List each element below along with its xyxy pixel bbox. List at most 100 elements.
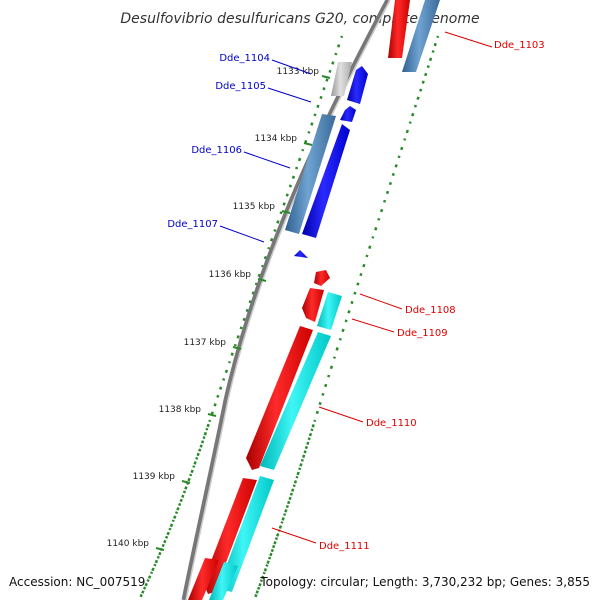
tick-label: 1139 kbp — [133, 472, 176, 482]
gc-mark — [142, 586, 147, 590]
gc-mark — [329, 365, 334, 370]
gc-mark — [245, 308, 249, 313]
gene-label-dde-1109[interactable]: Dde_1109 — [397, 328, 448, 339]
gc-mark — [298, 467, 302, 471]
gene-bar-1104-pseudo[interactable] — [331, 62, 352, 96]
gene-bar-1107-cds[interactable] — [294, 250, 308, 258]
gc-mark — [146, 578, 150, 583]
gene-bar-bottom-cds[interactable] — [188, 558, 219, 600]
gc-mark — [289, 492, 293, 496]
gene-bar-1103-cds[interactable] — [388, 0, 410, 58]
gc-mark — [205, 427, 209, 431]
gene-bar-1105-cds[interactable] — [340, 106, 356, 122]
gc-mark — [273, 229, 277, 232]
topology-text: Topology: circular; Length: 3,730,232 bp… — [259, 575, 590, 589]
gc-mark — [254, 593, 258, 598]
gc-mark — [377, 217, 381, 221]
gene-bar-bottom-rna[interactable] — [209, 562, 238, 600]
gene-labels: Dde_1103 Dde_1104 Dde_1105 Dde_1106 Dde_1107… — [167, 31, 545, 552]
tick-mark — [281, 210, 291, 214]
gc-mark — [192, 465, 196, 468]
gc-mark — [166, 531, 170, 536]
gene-label-dde-1108[interactable]: Dde_1108 — [405, 305, 456, 316]
gc-mark — [161, 543, 165, 548]
tick-mark — [232, 346, 242, 350]
gc-mark — [307, 437, 311, 441]
gene-bar-1109-cds[interactable] — [302, 288, 324, 322]
gene-label-dde-1105[interactable]: Dde_1105 — [215, 81, 266, 92]
gc-mark — [213, 403, 217, 407]
tick-mark — [155, 547, 165, 551]
gc-mark — [431, 50, 435, 53]
gc-mark — [353, 291, 357, 295]
gc-mark — [195, 456, 199, 460]
gene-bar-1106-rna[interactable] — [285, 114, 336, 234]
tick-label: 1137 kbp — [184, 338, 227, 348]
gc-mark — [306, 441, 310, 445]
accession-text: Accession: NC_007519 — [9, 575, 145, 589]
gc-mark — [158, 551, 162, 556]
gc-mark — [334, 52, 338, 56]
gc-mark — [181, 494, 185, 498]
gene-bar-1109-rna[interactable] — [317, 292, 342, 330]
gc-mark — [178, 502, 182, 507]
gene-label-dde-1106[interactable]: Dde_1106 — [191, 145, 242, 156]
gc-mark — [189, 473, 193, 477]
gene-label-dde-1103[interactable]: Dde_1103 — [494, 40, 545, 51]
gc-mark — [273, 540, 277, 545]
gene-bar-1106-cds[interactable] — [302, 124, 350, 238]
gc-mark — [248, 300, 252, 304]
gc-mark — [270, 238, 274, 242]
gc-mark — [337, 44, 341, 48]
gene-label-dde-1107[interactable]: Dde_1107 — [167, 219, 218, 230]
gc-mark — [280, 521, 284, 524]
gc-mark — [257, 586, 261, 590]
gc-mark — [216, 394, 220, 398]
gc-mark — [276, 533, 280, 537]
gc-mark — [325, 78, 329, 82]
tick-label: 1133 kbp — [277, 67, 320, 77]
gene-leader-line — [318, 406, 364, 423]
gc-mark — [242, 317, 246, 322]
gene-label-dde-1110[interactable]: Dde_1110 — [366, 418, 417, 429]
gc-mark — [436, 35, 440, 39]
gc-mark — [291, 488, 295, 492]
gene-leader-line — [351, 318, 395, 333]
gc-mark — [380, 208, 384, 213]
gc-mark — [199, 444, 203, 448]
gc-mark — [331, 61, 335, 65]
gene-bar-1104-cds[interactable] — [347, 66, 368, 104]
gene-bar-1111-rna[interactable] — [218, 476, 274, 592]
gc-mark — [222, 377, 226, 381]
gc-mark — [236, 335, 240, 339]
tick-label: 1134 kbp — [255, 134, 298, 144]
gc-mark — [285, 193, 289, 197]
gc-mark — [274, 537, 278, 541]
gc-mark — [210, 411, 214, 415]
gc-mark — [144, 582, 148, 587]
gene-bar-1103-rna[interactable] — [402, 0, 440, 72]
gc-mark — [304, 445, 308, 450]
gene-bar-1110-cds[interactable] — [246, 326, 313, 470]
gc-mark — [281, 517, 285, 521]
gc-mark — [141, 590, 145, 594]
gc-mark — [327, 374, 331, 378]
gene-leader-line — [359, 293, 403, 310]
gc-mark — [368, 245, 372, 249]
gc-mark — [408, 121, 412, 124]
gene-label-dde-1111[interactable]: Dde_1111 — [319, 541, 370, 552]
gc-mark — [391, 172, 395, 177]
gene-bar-1110-rna[interactable] — [260, 332, 331, 470]
gc-mark — [365, 254, 369, 258]
gc-mark — [319, 95, 323, 100]
gene-leader-line — [243, 151, 291, 169]
gc-mark — [324, 383, 328, 388]
gc-mark — [230, 352, 234, 357]
gc-mark — [139, 593, 143, 598]
gene-label-dde-1104[interactable]: Dde_1104 — [219, 53, 270, 64]
gene-bar-1108-cds[interactable] — [314, 270, 330, 286]
gc-mark — [233, 343, 237, 347]
gc-mark — [270, 548, 274, 553]
gc-mark — [179, 498, 183, 503]
